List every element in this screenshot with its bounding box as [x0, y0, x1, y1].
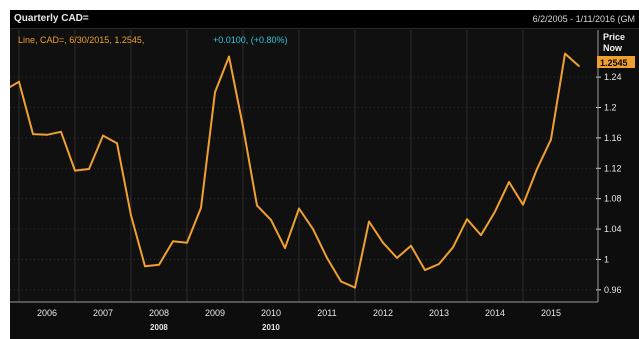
x-axis: 2006 2007 2008 2009 2010 2011 2012 2013 2014 2015…: [10, 301, 598, 332]
price-axis-title: Price: [603, 32, 625, 42]
data-point: [466, 218, 468, 220]
chart-title: Quarterly CAD=: [14, 13, 89, 24]
data-point: [522, 203, 524, 206]
data-point: [144, 265, 146, 268]
chart-header: Quarterly CAD= 6/2/2005 - 1/11/2016 (GM: [10, 10, 639, 29]
data-point: [10, 86, 11, 88]
x-tick-label: 2013: [429, 308, 449, 318]
x-tick-label: 2006: [37, 308, 57, 318]
data-point: [354, 286, 356, 289]
x-sub-label: 2008: [150, 323, 168, 332]
data-point: [410, 245, 412, 247]
x-tick-label: 2015: [541, 308, 561, 318]
current-price-badge: [597, 56, 635, 68]
data-point: [60, 131, 62, 133]
data-point: [186, 241, 188, 244]
x-tick-label: 2009: [205, 308, 225, 318]
x-tick-label: 2011: [317, 308, 336, 318]
data-point: [564, 52, 566, 55]
current-price-label: 1.2545: [600, 58, 628, 68]
y-axis: 1.24 1.2 1.16 1.12 1.08 1.04 1 0.96: [596, 30, 622, 302]
data-point: [18, 80, 20, 83]
x-tick-label: 2014: [485, 308, 505, 318]
y-tick-label: 0.96: [604, 285, 622, 295]
data-point: [494, 210, 496, 213]
data-point: [326, 257, 328, 259]
data-point: [74, 169, 76, 172]
x-tick-label: 2012: [373, 308, 393, 318]
chart-panel: Line, CAD=, 6/30/2015, 1.2545, +0.0100, …: [10, 10, 639, 339]
data-point: [102, 134, 104, 137]
line-layer: [10, 52, 580, 289]
y-tick-label: 1.12: [604, 163, 622, 173]
data-point: [424, 269, 426, 271]
data-point: [242, 125, 244, 128]
plot-area: [10, 30, 598, 302]
data-point: [200, 207, 202, 209]
y-tick-label: 1.04: [604, 224, 622, 234]
y-tick-label: 1.2: [604, 102, 617, 112]
price-axis-subtitle: Now: [603, 43, 623, 53]
legend-change: +0.0100, (+0.80%): [213, 35, 288, 45]
data-point: [508, 181, 510, 183]
data-point: [46, 134, 48, 136]
series-line-cad: [10, 52, 580, 289]
data-point: [116, 142, 118, 144]
x-tick-label: 2008: [149, 308, 169, 318]
x-sub-label: 2010: [262, 323, 280, 332]
data-point: [368, 220, 370, 223]
data-point: [396, 257, 398, 259]
data-point: [172, 240, 174, 242]
price-chart: Line, CAD=, 6/30/2015, 1.2545, +0.0100, …: [10, 30, 635, 332]
data-point: [438, 263, 440, 265]
data-point: [480, 234, 482, 236]
data-point: [228, 55, 230, 58]
data-point: [88, 168, 90, 170]
data-point: [256, 204, 258, 207]
data-point: [312, 228, 314, 230]
data-point: [578, 65, 580, 67]
data-point: [158, 264, 160, 266]
data-point: [382, 241, 384, 244]
data-point: [284, 247, 286, 249]
data-point: [130, 214, 132, 217]
data-point: [270, 219, 272, 221]
x-tick-label: 2010: [261, 308, 281, 318]
data-point: [298, 207, 300, 210]
y-tick-label: 1.16: [604, 133, 622, 143]
y-tick-label: 1: [604, 254, 609, 264]
data-point: [550, 138, 552, 141]
legend-main: Line, CAD=, 6/30/2015, 1.2545,: [18, 35, 144, 45]
y-tick-label: 1.24: [604, 72, 622, 82]
date-range: 6/2/2005 - 1/11/2016 (GM: [532, 14, 635, 24]
grid-layer: [10, 30, 598, 302]
data-point: [32, 133, 34, 135]
data-point: [214, 91, 216, 94]
data-point: [452, 246, 454, 249]
x-tick-label: 2007: [93, 308, 113, 318]
y-tick-label: 1.08: [604, 194, 622, 204]
data-point: [340, 280, 342, 283]
data-point: [536, 168, 538, 170]
